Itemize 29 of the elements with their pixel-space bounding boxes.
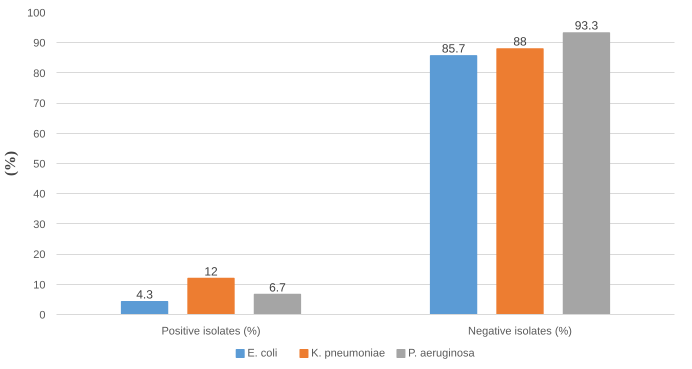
y-tick-label: 60 <box>33 128 46 140</box>
y-tick-label: 0 <box>39 310 46 322</box>
y-tick-label: 70 <box>33 98 46 110</box>
bar <box>430 55 478 314</box>
data-label: 12 <box>204 264 218 278</box>
y-tick-label: 10 <box>33 279 46 292</box>
data-label: 6.7 <box>269 280 286 294</box>
legend-label: K. pneumoniae <box>311 348 386 360</box>
y-tick-label: 90 <box>33 38 46 50</box>
legend-label: P. aeruginosa <box>408 348 476 360</box>
y-tick-label: 20 <box>33 249 46 262</box>
bar <box>562 32 610 314</box>
x-tick-label: Negative isolates (%) <box>468 326 572 338</box>
y-tick-label: 80 <box>33 68 46 80</box>
x-tick-label: Positive isolates (%) <box>161 326 261 338</box>
data-label: 93.3 <box>574 18 598 33</box>
data-label: 4.3 <box>136 288 154 302</box>
y-axis-title: (%) <box>3 150 20 176</box>
y-tick-label: 40 <box>33 188 46 201</box>
y-tick-label: 50 <box>33 158 46 170</box>
y-tick-label: 30 <box>33 218 46 231</box>
bar <box>496 48 544 314</box>
bar <box>187 278 235 314</box>
data-label: 85.7 <box>442 42 466 56</box>
data-label: 88 <box>513 34 527 49</box>
bar <box>120 301 168 314</box>
bar <box>254 294 302 314</box>
legend-label: E. coli <box>247 348 278 360</box>
y-tick-label: 100 <box>27 8 46 20</box>
